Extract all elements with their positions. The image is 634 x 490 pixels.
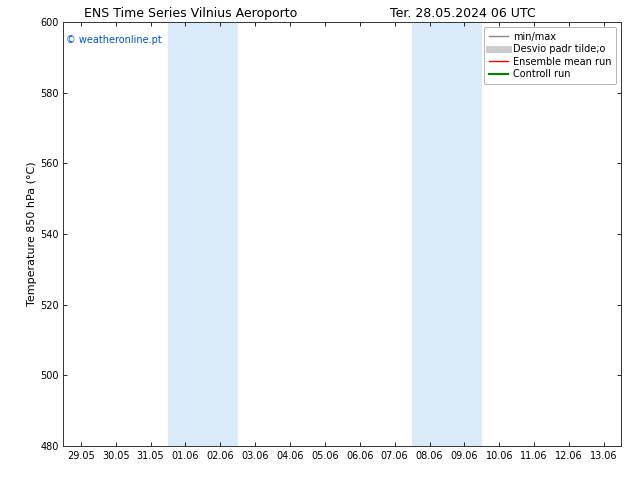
Text: ENS Time Series Vilnius Aeroporto: ENS Time Series Vilnius Aeroporto: [84, 7, 297, 21]
Bar: [412, 22, 482, 446]
Legend: min/max, Desvio padr tilde;o, Ensemble mean run, Controll run: min/max, Desvio padr tilde;o, Ensemble m…: [484, 27, 616, 84]
Bar: [168, 22, 238, 446]
Y-axis label: Temperature 850 hPa (°C): Temperature 850 hPa (°C): [27, 162, 37, 306]
Text: Ter. 28.05.2024 06 UTC: Ter. 28.05.2024 06 UTC: [390, 7, 536, 21]
Text: © weatheronline.pt: © weatheronline.pt: [66, 35, 162, 45]
